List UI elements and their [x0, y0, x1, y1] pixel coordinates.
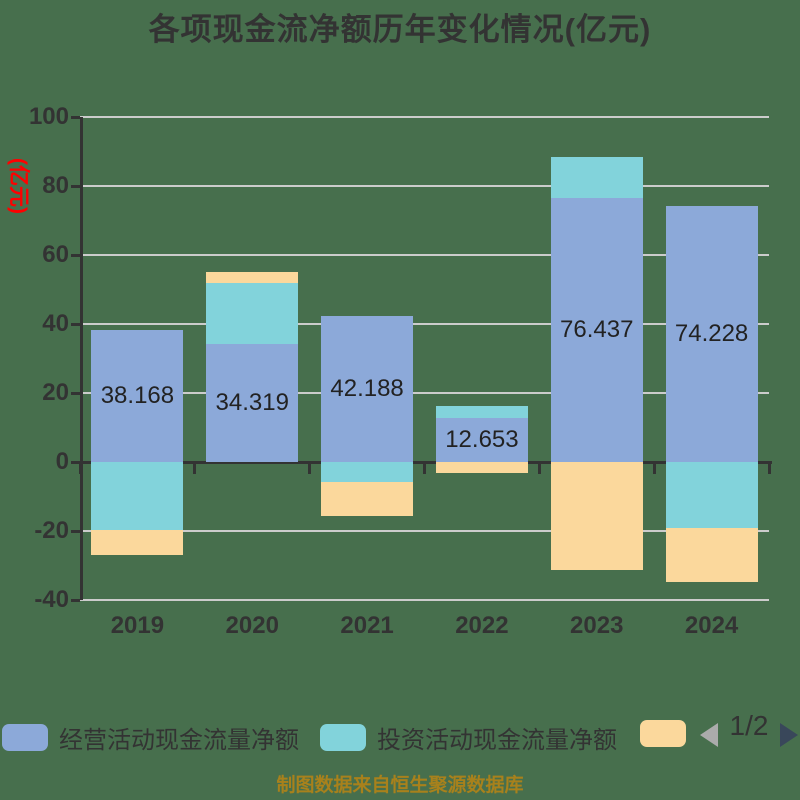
y-axis-tick [71, 115, 80, 119]
source-note: 制图数据来自恒生聚源数据库 [276, 775, 524, 796]
x-axis-label-2023: 2023 [570, 612, 624, 639]
y-axis-line [80, 117, 83, 600]
y-tick-label: 40 [42, 310, 69, 337]
legend-swatch-investing [320, 724, 366, 751]
x-axis-tick [193, 463, 197, 474]
gridline--20 [80, 530, 769, 532]
legend-label-operating: 经营活动现金流量净额 [59, 727, 299, 754]
bar-2019-series2 [91, 462, 184, 531]
x-axis-label-2021: 2021 [340, 612, 394, 639]
legend-swatch-operating [2, 724, 48, 751]
gridline-60 [80, 254, 769, 256]
legend-prev-arrow-icon[interactable] [700, 723, 718, 747]
y-axis-tick [71, 460, 80, 464]
x-axis-tick [78, 463, 82, 474]
x-axis-label-2019: 2019 [110, 612, 165, 639]
legend-item-operating[interactable]: 经营活动现金流量净额 [2, 720, 299, 755]
x-axis-label-2024: 2024 [684, 612, 739, 639]
bar-2021-series1 [321, 316, 414, 462]
bar-value-label-2021: 42.188 [330, 375, 404, 403]
y-tick-label: 60 [42, 241, 69, 268]
x-axis-label-2022: 2022 [455, 612, 509, 639]
x-axis-label-2020: 2020 [225, 612, 279, 639]
bar-value-label-2022: 12.653 [445, 426, 519, 454]
bar-2022-series3 [435, 462, 528, 474]
y-tick-label: -20 [34, 517, 69, 544]
legend-page-indicator: 1/2 [729, 710, 769, 741]
bar-2024-series2 [665, 462, 758, 528]
y-tick-label: 0 [55, 448, 69, 475]
legend-item-third[interactable] [640, 720, 697, 747]
x-axis-tick [767, 463, 771, 474]
bar-2020-series3 [206, 272, 299, 283]
x-axis-tick [652, 463, 656, 474]
y-tick-label: 80 [42, 172, 69, 199]
bar-2023-series3 [550, 462, 643, 571]
y-axis-tick [71, 184, 80, 188]
plot-area: 100 80 60 40 20 0 -20 -40 38.168 2019 34.319 2020 42… [29, 104, 772, 639]
bar-2023-series2 [550, 157, 643, 199]
bar-2020-series1 [206, 343, 299, 462]
bar-value-label-2024: 74.228 [674, 319, 749, 347]
legend-label-investing: 投资活动现金流量净额 [377, 727, 617, 754]
gridline--40 [80, 599, 769, 601]
y-tick-label: 100 [28, 103, 69, 130]
y-axis-tick [71, 253, 80, 257]
gridline-100 [80, 116, 769, 118]
bar-2021-series3 [321, 482, 414, 517]
x-axis-tick [308, 463, 312, 474]
x-axis-tick [423, 463, 426, 474]
legend-item-investing[interactable]: 投资活动现金流量净额 [320, 720, 617, 755]
y-axis-tick [71, 529, 80, 533]
bar-2024-series3 [665, 527, 758, 582]
bar-2020-series2 [206, 282, 299, 344]
bar-2021-series2 [321, 462, 414, 482]
y-axis-tick [71, 598, 80, 602]
gridline-40 [80, 323, 769, 325]
x-axis-tick [537, 463, 541, 474]
bar-2023-series1 [550, 198, 643, 462]
bar-2024-series1 [665, 205, 758, 462]
bar-2019-series1 [91, 330, 184, 462]
bar-value-label-2020: 34.319 [215, 388, 289, 416]
y-tick-label: 20 [42, 379, 69, 406]
x-axis-zero-line [80, 460, 772, 464]
y-tick-label: -40 [34, 586, 69, 613]
bar-value-label-2023: 76.437 [560, 316, 634, 344]
bar-2019-series3 [91, 530, 184, 556]
y-axis-tick [71, 322, 80, 326]
y-axis-tick [71, 391, 80, 395]
gridline-20 [80, 392, 769, 394]
legend-swatch-third [640, 720, 686, 747]
bar-2022-series2 [435, 405, 528, 419]
legend-next-arrow-icon[interactable] [780, 723, 798, 747]
chart-title: 各项现金流净额历年变化情况(亿元) [148, 12, 652, 47]
gridline-80 [80, 185, 769, 187]
bar-2022-series1 [435, 418, 528, 462]
bar-value-label-2019: 38.168 [100, 382, 175, 410]
